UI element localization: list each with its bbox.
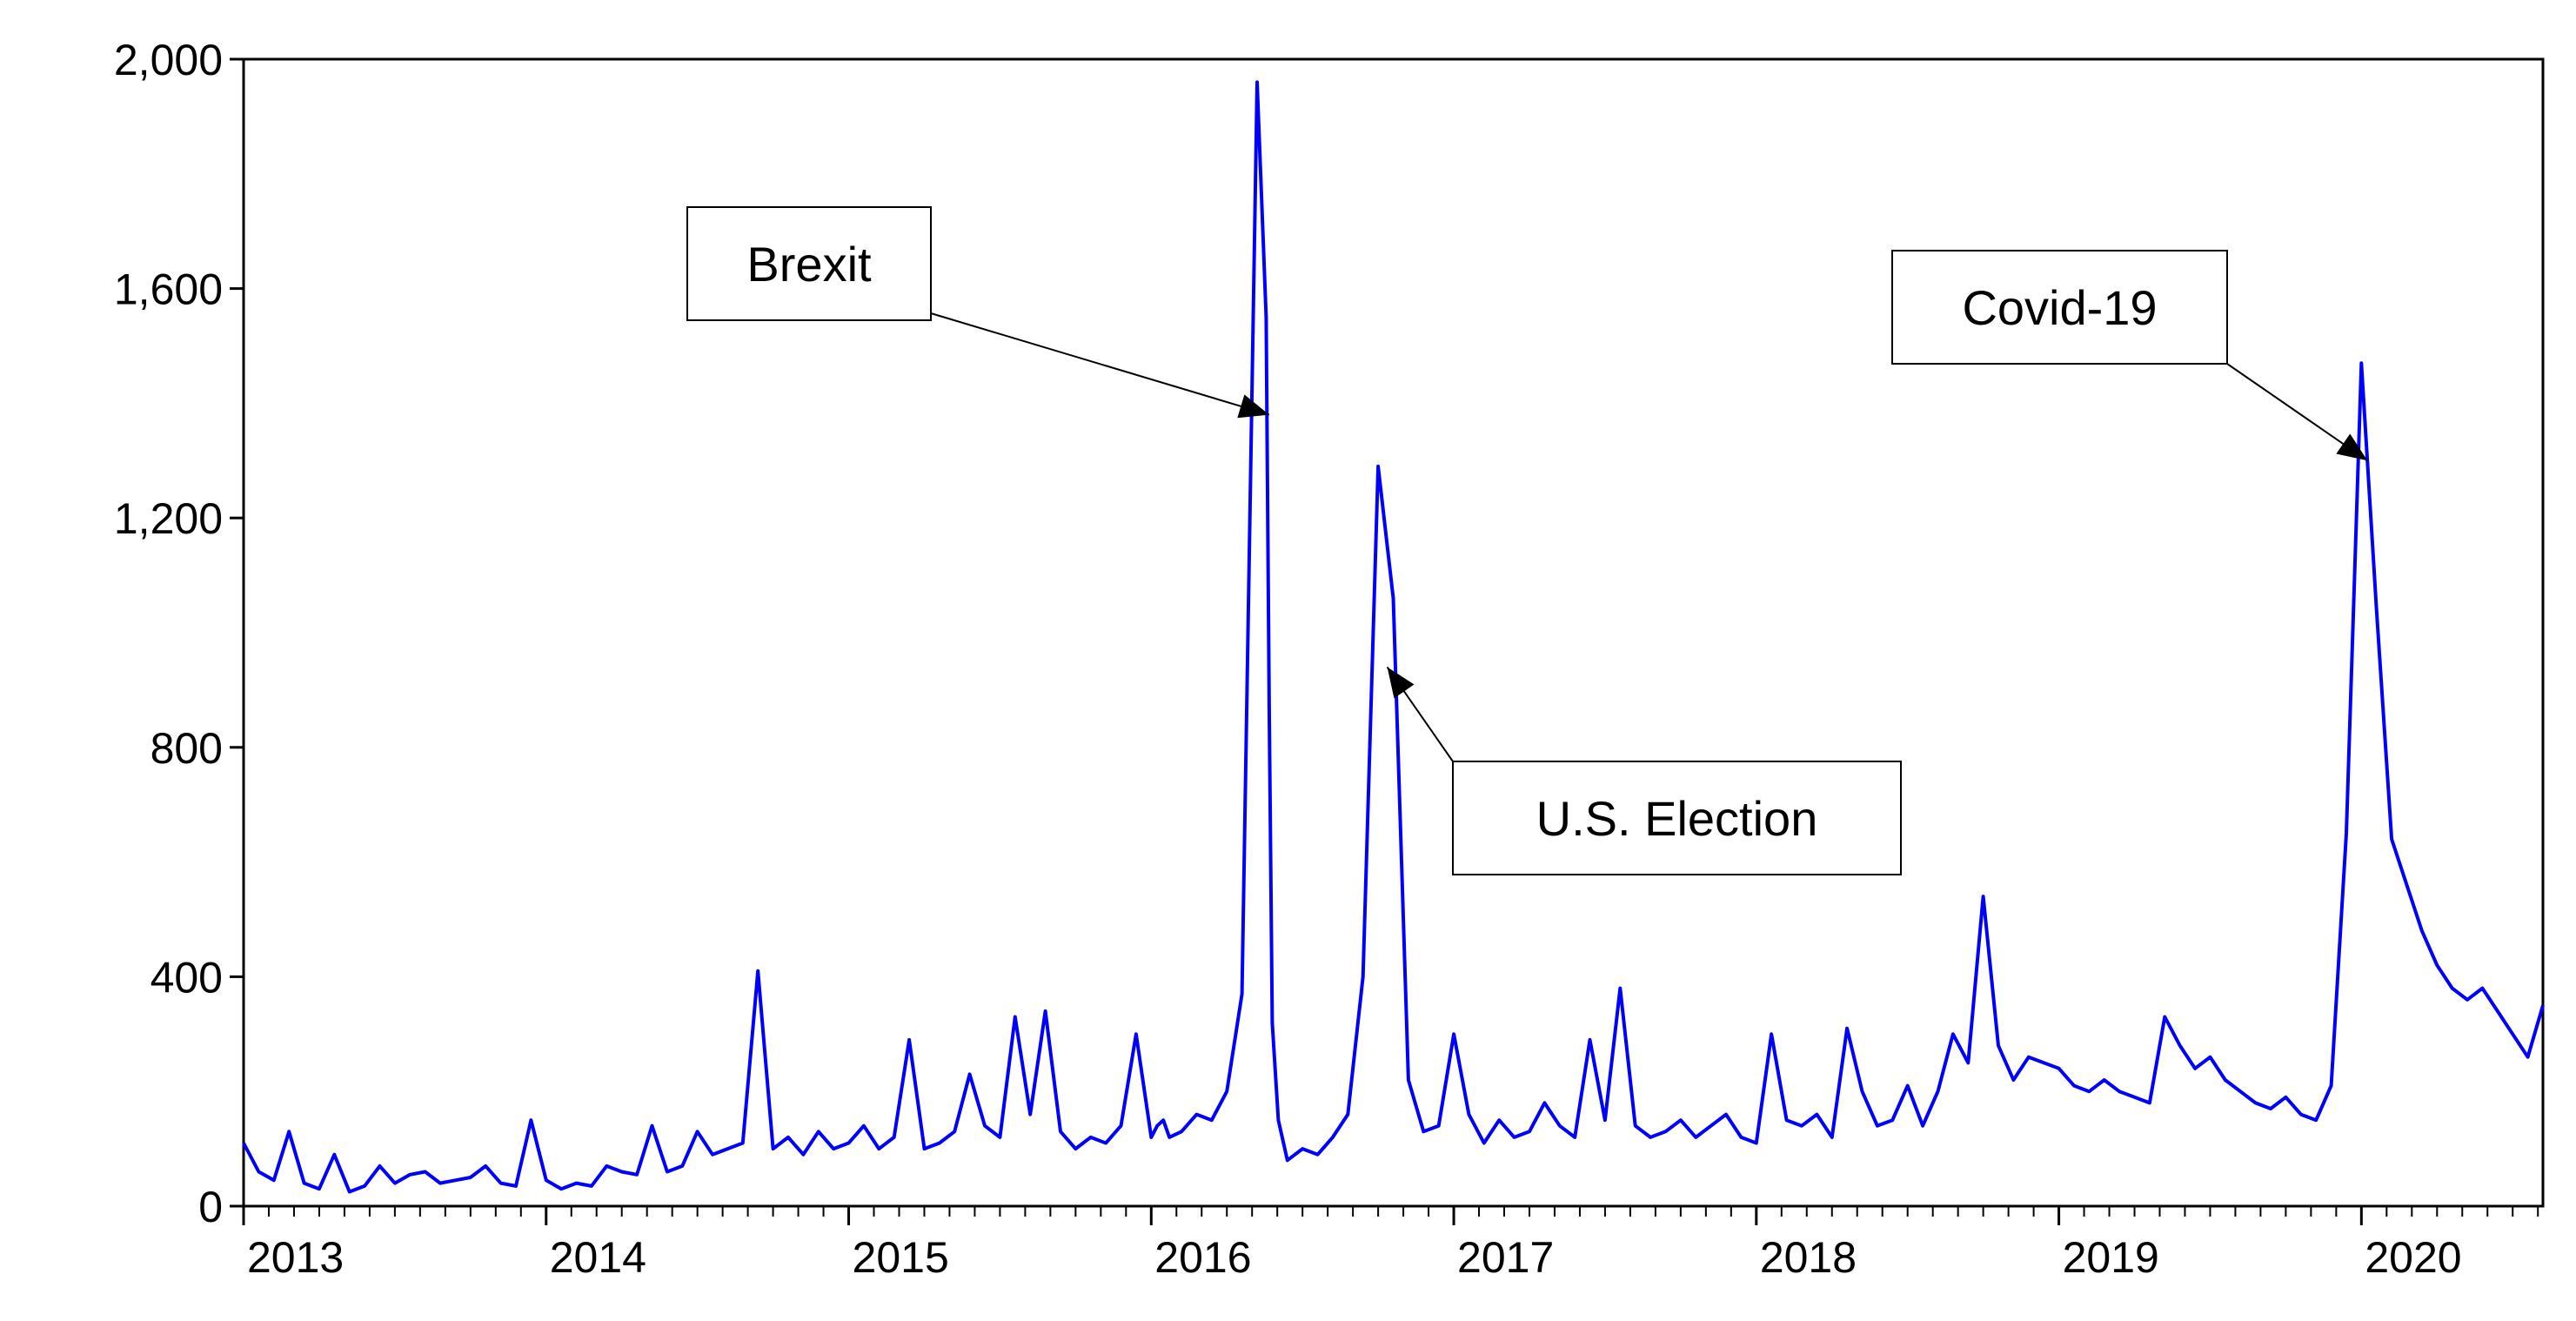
annotation: U.S. Election [1386,666,1902,875]
annotation-label: Brexit [746,237,872,292]
annotation: Covid-19 [1891,250,2368,462]
annotation-box [1891,250,2228,365]
annotation-label: Covid-19 [1962,280,2157,335]
annotation-arrow-line [930,312,1270,416]
x-tick-label: 2020 [2365,1233,2461,1282]
x-axis: 2013 2014 2015 2016 2017 2018 2019 2020 [242,1206,2539,1282]
y-tick-label: 2,000 [114,36,223,84]
x-tick-label: 2016 [1154,1233,1251,1282]
annotation-arrowhead [1237,394,1269,419]
annotation: Brexit [686,206,1270,419]
x-tick-label: 2018 [1760,1233,1857,1282]
y-tick-label: 800 [151,724,223,773]
series-line [242,80,2545,1194]
x-tick-label: 2017 [1457,1233,1554,1282]
annotation-label: U.S. Election [1536,791,1818,846]
annotations: Brexit U.S. Election Covid-19 [686,206,2368,875]
y-tick-label: 0 [198,1183,223,1231]
annotation-box [686,206,932,321]
x-tick-label: 2015 [853,1233,949,1282]
y-tick-label: 400 [151,953,223,1002]
x-tick-label: 2014 [550,1233,646,1282]
annotation-arrowhead [1387,667,1415,699]
y-tick-label: 1,600 [114,265,223,314]
y-axis: 0 400 800 1,200 1,600 2,000 [114,36,244,1231]
y-tick-label: 1,200 [114,494,223,543]
x-tick-label: 2013 [247,1233,344,1282]
annotation-box [1452,761,1902,875]
x-tick-label: 2019 [2063,1233,2159,1282]
annotation-arrowhead [2336,433,2368,461]
